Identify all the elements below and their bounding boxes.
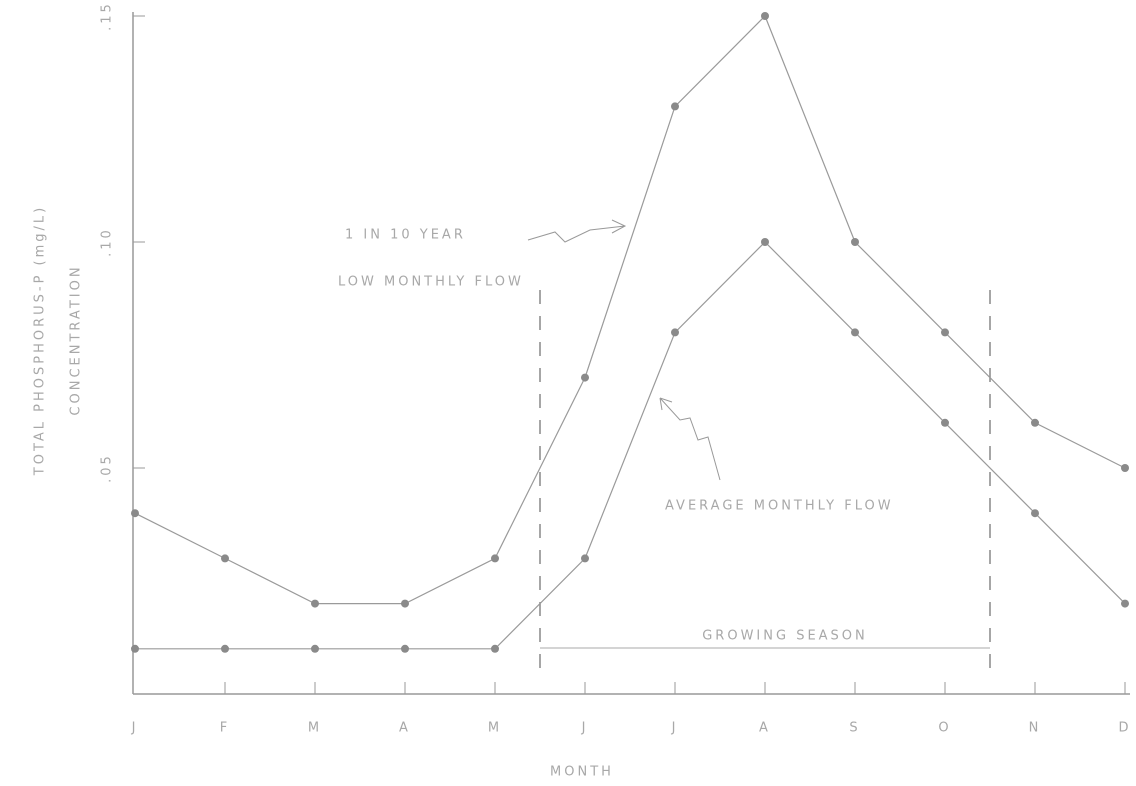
data-point bbox=[851, 238, 859, 246]
x-tick-label: F bbox=[220, 721, 230, 736]
data-point bbox=[671, 328, 679, 336]
data-point bbox=[491, 645, 499, 653]
data-point bbox=[131, 509, 139, 517]
x-tick-label: S bbox=[849, 721, 860, 736]
x-tick-label: J bbox=[581, 721, 589, 736]
data-point bbox=[1121, 600, 1129, 608]
data-point bbox=[761, 238, 769, 246]
series-line bbox=[135, 16, 1125, 604]
data-point bbox=[941, 328, 949, 336]
x-tick-label: D bbox=[1118, 721, 1131, 736]
x-tick-label: M bbox=[488, 721, 502, 736]
x-axis-label: MONTH bbox=[550, 765, 614, 780]
season-label: GROWING SEASON bbox=[702, 629, 868, 644]
data-point bbox=[941, 419, 949, 427]
data-point bbox=[851, 328, 859, 336]
x-tick-label: A bbox=[399, 721, 411, 736]
data-point bbox=[1031, 509, 1039, 517]
data-point bbox=[311, 645, 319, 653]
x-tick-label: J bbox=[671, 721, 679, 736]
y-axis-label: TOTAL PHOSPHORUS-P (mg/L) bbox=[33, 205, 48, 476]
x-tick-label: J bbox=[131, 721, 139, 736]
data-point bbox=[221, 645, 229, 653]
data-point bbox=[401, 645, 409, 653]
data-point bbox=[581, 374, 589, 382]
x-tick-label: A bbox=[759, 721, 771, 736]
data-point bbox=[401, 600, 409, 608]
data-point bbox=[761, 12, 769, 20]
data-point bbox=[1121, 464, 1129, 472]
data-point bbox=[131, 645, 139, 653]
annotation-arrow bbox=[528, 220, 625, 242]
data-point bbox=[671, 102, 679, 110]
annotation: 1 IN 10 YEAR bbox=[345, 228, 466, 243]
y-tick-label: .05 bbox=[100, 453, 115, 483]
data-point bbox=[221, 554, 229, 562]
chart: MONTH TOTAL PHOSPHORUS-P (mg/L) CONCENTR… bbox=[0, 0, 1136, 786]
data-point bbox=[581, 554, 589, 562]
annotation-arrow bbox=[660, 398, 720, 480]
annotation: AVERAGE MONTHLY FLOW bbox=[665, 499, 894, 514]
annotation: LOW MONTHLY FLOW bbox=[338, 275, 524, 290]
data-point bbox=[311, 600, 319, 608]
x-tick-label: N bbox=[1029, 721, 1042, 736]
y-tick-label: .10 bbox=[100, 227, 115, 257]
data-point bbox=[1031, 419, 1039, 427]
x-tick-label: M bbox=[308, 721, 322, 736]
y-tick-label: .15 bbox=[100, 1, 115, 31]
x-tick-label: O bbox=[938, 721, 951, 736]
y-axis-label: CONCENTRATION bbox=[69, 264, 84, 415]
data-point bbox=[491, 554, 499, 562]
